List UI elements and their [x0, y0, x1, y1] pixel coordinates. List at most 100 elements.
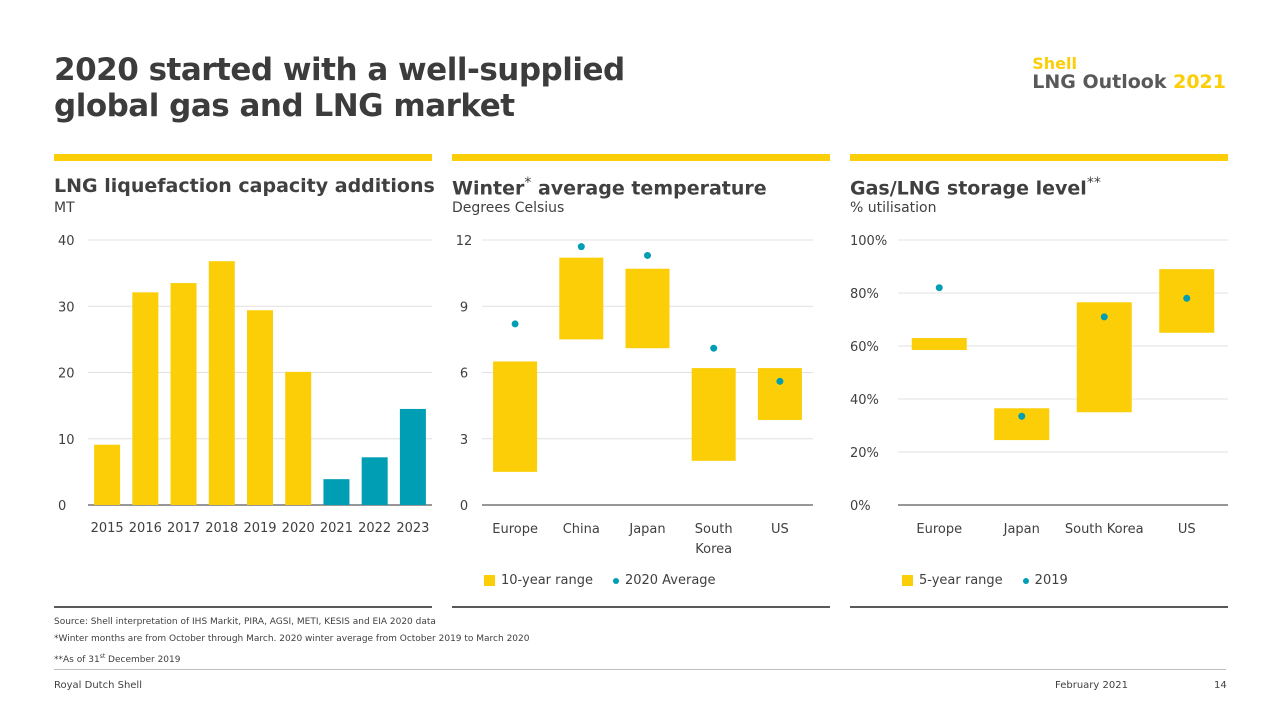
legend-swatch-range	[902, 575, 913, 586]
y-tick-label: 40%	[850, 393, 879, 408]
x-tick-label: South	[695, 522, 733, 537]
legend-label-dot: 2020 Average	[624, 573, 716, 588]
slide-title-line-1: 2020 started with a well-supplied	[54, 52, 625, 88]
brand-year: 2021	[1173, 71, 1226, 93]
y-tick-label: 60%	[850, 340, 879, 355]
bar-2015	[94, 444, 121, 505]
chart-title: Winter* average temperature	[452, 175, 767, 199]
chart-title-mark: *	[524, 175, 532, 191]
point-japan	[644, 251, 651, 259]
chart-subtitle: % utilisation	[850, 200, 937, 216]
bar-2017	[170, 283, 197, 505]
x-tick-label: 2023	[396, 521, 429, 536]
x-tick-label: 2022	[358, 521, 391, 536]
y-tick-label: 0%	[850, 499, 871, 514]
panel-bottom-rule	[54, 606, 432, 608]
y-tick-label: 100%	[850, 234, 887, 249]
bar-2018	[208, 261, 235, 505]
brand-logo: Shell LNG Outlook 2021	[1032, 54, 1226, 93]
x-tick-label: 2019	[243, 521, 276, 536]
storage-range-chart: 0% 20% 40% 60% 80% 100% Europe Japan South Korea…	[850, 234, 1228, 537]
y-tick-label: 9	[460, 300, 468, 315]
range-bar-japan	[625, 268, 670, 349]
legend-label-dot: 2019	[1034, 573, 1068, 588]
legend-label-range: 10-year range	[501, 573, 593, 588]
slide-title: 2020 started with a well-supplied global…	[54, 52, 625, 124]
x-tick-label: 2018	[205, 521, 238, 536]
panel-winter-temperature: Winter* average temperature Degrees Cels…	[452, 154, 830, 608]
chart-title-main: Gas/LNG storage level	[850, 177, 1087, 200]
y-tick-label: 80%	[850, 287, 879, 302]
point-europe	[511, 320, 519, 328]
chart-title: Gas/LNG storage level**	[850, 175, 1101, 199]
y-tick-label: 30	[58, 300, 75, 315]
bar-2016	[132, 292, 159, 505]
y-tick-label: 20%	[850, 446, 879, 461]
bar-2022	[361, 457, 388, 505]
point-us	[776, 377, 784, 385]
range-bar-china	[559, 257, 604, 340]
legend-swatch-dot	[1022, 577, 1029, 584]
chart-subtitle: MT	[54, 200, 75, 216]
chart-title-rest: average temperature	[537, 177, 767, 200]
range-bar-south-korea	[1076, 302, 1132, 413]
chart-title-mark: **	[1086, 175, 1101, 191]
x-tick-label: Japan	[1003, 522, 1040, 537]
point-south-korea	[1100, 313, 1108, 321]
y-tick-label: 6	[460, 367, 468, 382]
chart-title-main: Winter	[452, 177, 525, 200]
bar-2023	[399, 408, 426, 505]
storage-note-sup: st	[99, 653, 106, 660]
y-tick-label: 40	[58, 234, 75, 249]
point-europe	[935, 284, 943, 292]
chart-title: LNG liquefaction capacity additions	[54, 175, 435, 197]
bar-2020	[285, 371, 312, 505]
x-tick-label: Korea	[695, 542, 732, 557]
storage-note: **As of 31st December 2019	[54, 648, 529, 669]
footer-date: February 2021	[1055, 680, 1128, 691]
x-tick-label: 2021	[320, 521, 353, 536]
storage-note-suffix: December 2019	[105, 655, 181, 665]
slide-title-line-2: global gas and LNG market	[54, 88, 515, 124]
x-tick-label: 2020	[282, 521, 315, 536]
x-tick-label: US	[1178, 522, 1196, 537]
range-bar-europe	[911, 338, 967, 350]
bar-2021	[323, 479, 350, 505]
storage-note-prefix: **As of 31	[54, 655, 100, 665]
x-tick-label: Europe	[492, 522, 538, 537]
x-tick-label: China	[563, 522, 600, 537]
chart-legend: 5-year range 2019	[902, 573, 1068, 588]
range-bar-europe	[493, 361, 538, 472]
bar-2019	[247, 310, 273, 505]
x-tick-label: 2016	[129, 521, 162, 536]
brand-shell: Shell	[1032, 54, 1077, 73]
footer-company: Royal Dutch Shell	[54, 680, 142, 691]
brand-lng-text: LNG Outlook	[1032, 71, 1167, 93]
y-tick-label: 10	[58, 433, 75, 448]
y-tick-label: 12	[456, 234, 473, 249]
range-bar-south-korea	[691, 368, 736, 461]
temperature-range-chart: 0 3 6 9 12 Europe China Japan South Korea US	[456, 234, 813, 557]
x-tick-label: Europe	[916, 522, 962, 537]
legend-swatch-range	[484, 575, 495, 586]
x-tick-label: US	[771, 522, 789, 537]
panel-bottom-rule	[452, 606, 830, 608]
source-note: Source: Shell interpretation of IHS Mark…	[54, 617, 436, 627]
footer-rule	[54, 669, 1226, 670]
capacity-bar-chart: 0 10 20 30 40 2015 2016 2017 2018 2019 2020 2021 202…	[58, 234, 432, 536]
legend-label-range: 5-year range	[919, 573, 1003, 588]
legend-swatch-dot	[612, 577, 619, 584]
x-tick-label: 2017	[167, 521, 200, 536]
y-tick-label: 0	[460, 499, 468, 514]
y-tick-label: 3	[460, 433, 468, 448]
panel-top-bar	[452, 154, 830, 161]
winter-note: *Winter months are from October through …	[54, 634, 530, 644]
range-bar-us	[757, 368, 802, 420]
panel-top-bar	[850, 154, 1228, 161]
panel-storage-level: Gas/LNG storage level** % utilisation 0%…	[850, 154, 1228, 608]
panel-capacity-additions: LNG liquefaction capacity additions MT 0…	[54, 154, 435, 608]
y-tick-label: 20	[58, 367, 75, 382]
x-tick-label: South Korea	[1065, 522, 1144, 537]
x-tick-label: Japan	[628, 522, 665, 537]
brand-lng-outlook: LNG Outlook 2021	[1032, 72, 1226, 92]
